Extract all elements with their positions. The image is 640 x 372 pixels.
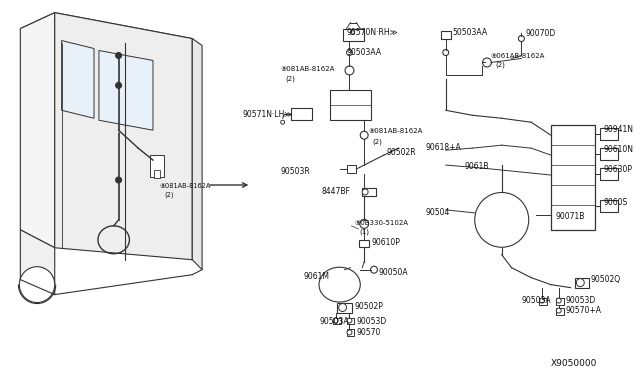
Circle shape [116, 82, 122, 89]
Circle shape [345, 66, 354, 75]
Circle shape [351, 31, 355, 35]
Text: 90502P: 90502P [355, 302, 383, 311]
Circle shape [19, 267, 55, 302]
Circle shape [333, 318, 338, 323]
Circle shape [116, 52, 122, 58]
Polygon shape [61, 41, 94, 118]
Bar [154, 170, 160, 178]
Bar [600, 128, 618, 140]
Text: 90610N: 90610N [604, 145, 634, 154]
Text: 90570: 90570 [356, 328, 381, 337]
Bar [291, 108, 312, 120]
Text: 90053D: 90053D [566, 296, 596, 305]
Bar [337, 302, 353, 312]
Text: 90570N·RH≫: 90570N·RH≫ [346, 28, 398, 36]
Circle shape [371, 266, 378, 273]
Bar [346, 318, 355, 324]
Circle shape [116, 177, 122, 183]
Circle shape [360, 131, 368, 139]
Polygon shape [55, 13, 192, 260]
Polygon shape [20, 230, 55, 295]
Text: 8447BF: 8447BF [321, 187, 351, 196]
Bar [600, 148, 618, 160]
Bar [551, 125, 595, 230]
Bar [556, 308, 564, 314]
Text: 90503A: 90503A [319, 317, 349, 326]
Bar [539, 298, 547, 305]
Bar [342, 29, 364, 41]
Text: 50503AA: 50503AA [452, 28, 488, 36]
Circle shape [540, 298, 545, 303]
Text: (2): (2) [496, 61, 506, 68]
Text: ⑨0B330-5102A: ⑨0B330-5102A [355, 220, 408, 226]
Circle shape [483, 58, 492, 67]
Text: 9061B: 9061B [465, 162, 489, 171]
Text: 9061M: 9061M [303, 272, 330, 281]
Bar [600, 200, 618, 212]
Circle shape [362, 189, 368, 195]
Circle shape [518, 36, 524, 42]
Bar [600, 168, 618, 180]
Bar [333, 318, 340, 324]
Text: 90610P: 90610P [371, 238, 400, 247]
Polygon shape [192, 39, 202, 270]
Text: (2): (2) [285, 76, 296, 82]
Bar [346, 330, 355, 336]
Circle shape [346, 49, 353, 55]
Bar [575, 278, 589, 288]
Circle shape [347, 318, 352, 323]
Text: 90502R: 90502R [387, 148, 417, 157]
Bar [441, 31, 451, 39]
Text: 90941N: 90941N [604, 125, 634, 134]
Polygon shape [20, 13, 192, 52]
Text: (1): (1) [359, 229, 369, 235]
Circle shape [556, 308, 561, 313]
Text: 90618+A: 90618+A [425, 143, 461, 152]
Bar [150, 155, 164, 177]
Text: 9060S: 9060S [604, 198, 628, 207]
Text: 90570+A: 90570+A [566, 305, 602, 315]
Text: 90503AA: 90503AA [346, 48, 381, 57]
Circle shape [281, 120, 285, 124]
Text: 90503A: 90503A [522, 296, 551, 305]
Text: ⑨081AB-8162A: ⑨081AB-8162A [281, 67, 335, 73]
Bar [346, 165, 356, 173]
Text: 90630P: 90630P [604, 165, 633, 174]
Polygon shape [99, 51, 153, 130]
Text: 90050A: 90050A [379, 268, 408, 277]
Text: (2): (2) [164, 192, 174, 199]
Polygon shape [20, 13, 55, 248]
Text: 90571N·LH≫: 90571N·LH≫ [243, 110, 292, 119]
Bar [330, 90, 371, 120]
Text: 90070D: 90070D [525, 29, 556, 38]
Text: (2): (2) [372, 138, 382, 145]
Circle shape [577, 279, 584, 286]
Circle shape [556, 298, 561, 303]
Text: 90504: 90504 [425, 208, 449, 217]
Text: ⑨061AB-8162A: ⑨061AB-8162A [491, 52, 545, 58]
Circle shape [360, 219, 369, 228]
Text: X9050000: X9050000 [551, 359, 597, 368]
Bar [556, 298, 564, 305]
Text: ⑨081AB-8162A: ⑨081AB-8162A [160, 183, 211, 189]
Bar [362, 188, 376, 196]
Text: ⑨081AB-8162A: ⑨081AB-8162A [368, 128, 422, 134]
Text: 90053D: 90053D [356, 317, 387, 326]
Text: 90503R: 90503R [280, 167, 310, 176]
Bar [359, 240, 369, 247]
Circle shape [347, 330, 352, 335]
Text: 90071B: 90071B [556, 212, 585, 221]
Circle shape [443, 49, 449, 55]
Text: 90502Q: 90502Q [590, 275, 620, 284]
Circle shape [339, 304, 346, 311]
